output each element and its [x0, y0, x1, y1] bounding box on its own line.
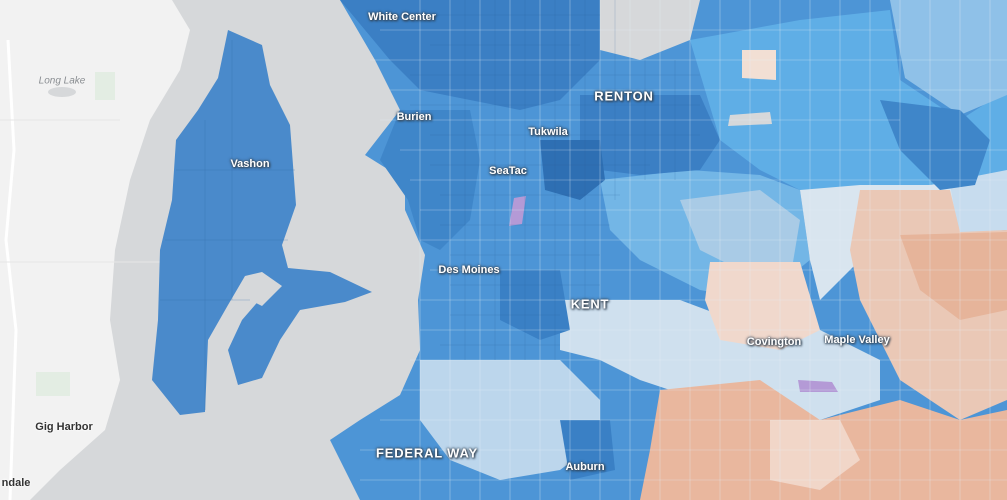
tract-boundaries: [410, 0, 700, 360]
tract-region: [742, 50, 776, 80]
tract-region: [798, 380, 838, 392]
tract-region: [340, 0, 600, 110]
tract-region: [509, 196, 526, 226]
tract-region: [680, 190, 800, 280]
long-lake: [48, 87, 76, 97]
tract-region: [705, 262, 820, 350]
tract-region: [540, 140, 605, 200]
tract-region: [500, 270, 570, 340]
tract-region: [880, 100, 990, 190]
quartermaster-harbor: [246, 272, 282, 306]
park-area: [95, 72, 115, 100]
tract-region: [770, 420, 860, 490]
tract-region: [580, 95, 720, 175]
road-line: [0, 119, 160, 263]
park-area: [36, 372, 70, 396]
tract-boundaries: [360, 0, 1007, 500]
tract-region: [890, 0, 1007, 115]
tract-boundaries: [160, 40, 295, 410]
vashon-island: [152, 30, 372, 415]
tract-region: [900, 232, 1007, 320]
road-line: [4, 39, 18, 500]
